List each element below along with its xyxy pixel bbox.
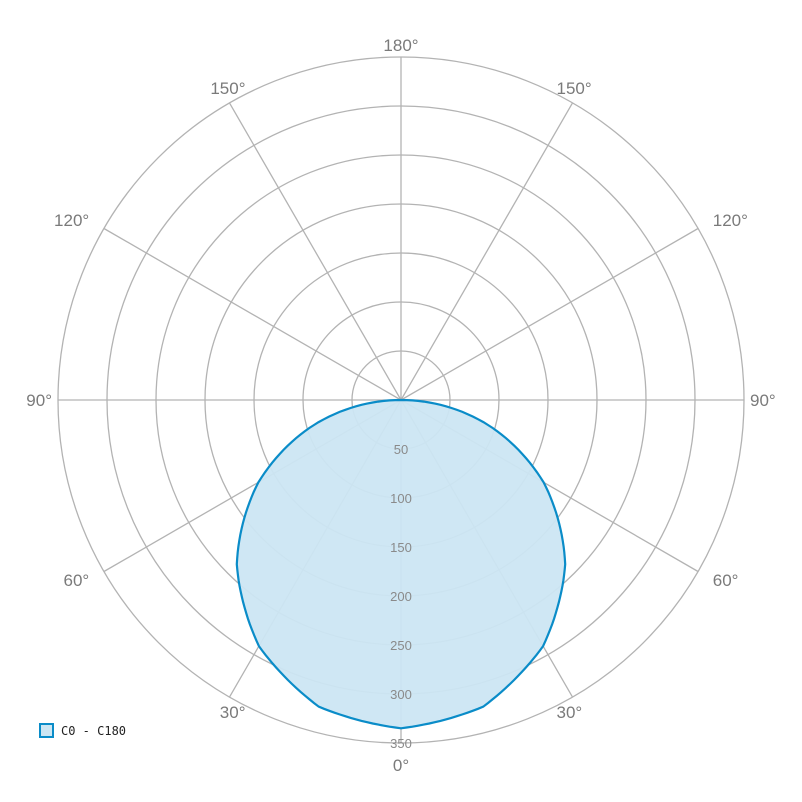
angle-label: 30° (220, 703, 246, 722)
angle-label: 180° (383, 36, 418, 55)
legend-label: C0 - C180 (61, 724, 126, 738)
angle-label: 60° (64, 571, 90, 590)
angle-label: 150° (557, 79, 592, 98)
angle-label: 120° (713, 211, 748, 230)
radial-tick-label: 150 (390, 540, 412, 555)
grid-spoke (228, 102, 402, 401)
radial-tick-label: 250 (390, 638, 412, 653)
angle-label: 90° (26, 391, 52, 410)
angle-label: 150° (210, 79, 245, 98)
radial-tick-label: 50 (394, 442, 408, 457)
angle-label: 0° (393, 756, 409, 775)
legend-swatch (39, 723, 54, 738)
angle-label: 60° (713, 571, 739, 590)
grid-spoke (103, 227, 402, 401)
radial-tick-label: 200 (390, 589, 412, 604)
series-curve (235, 398, 567, 730)
angle-label: 30° (557, 703, 583, 722)
radial-tick-label: 300 (390, 687, 412, 702)
radial-tick-label: 100 (390, 491, 412, 506)
grid-spoke (400, 227, 699, 401)
angle-label: 120° (54, 211, 89, 230)
radial-tick-label: 350 (390, 736, 412, 751)
grid-spoke (400, 102, 574, 401)
angle-label: 90° (750, 391, 776, 410)
